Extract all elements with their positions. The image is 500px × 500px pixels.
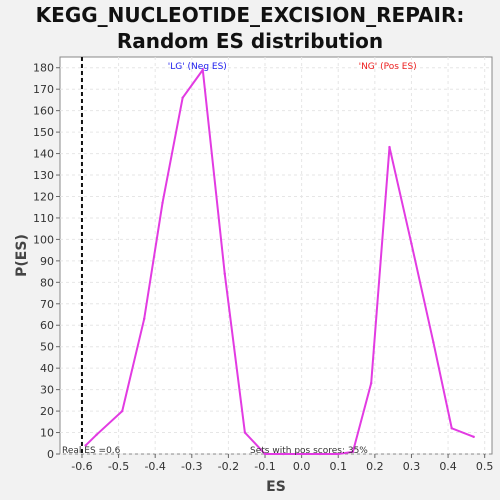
series-point bbox=[318, 452, 322, 456]
series-point bbox=[450, 427, 453, 430]
x-tick-label: 0.3 bbox=[403, 460, 421, 473]
y-tick-label: 90 bbox=[40, 255, 54, 268]
x-tick-label: 0.4 bbox=[439, 460, 457, 473]
series-point bbox=[282, 452, 285, 456]
y-tick-label: 20 bbox=[40, 405, 54, 418]
x-tick-label: 0.1 bbox=[329, 460, 347, 473]
series-point bbox=[95, 433, 98, 436]
neg-es-label: 'LG' (Neg ES) bbox=[168, 62, 227, 72]
x-tick-label: -0.5 bbox=[108, 460, 129, 473]
x-tick-label: -0.3 bbox=[181, 460, 202, 473]
y-tick-label: 30 bbox=[40, 384, 54, 397]
y-tick-label: 160 bbox=[33, 105, 54, 118]
y-tick-label: 120 bbox=[33, 190, 54, 203]
series-point bbox=[201, 68, 204, 72]
x-tick-label: 0.0 bbox=[293, 460, 311, 473]
y-tick-label: 170 bbox=[33, 83, 54, 96]
real-es-label: Real ES =0.6 bbox=[62, 446, 121, 456]
grid-lines bbox=[60, 57, 492, 455]
chart-title-line2: Random ES distribution bbox=[116, 29, 384, 53]
series-point bbox=[369, 381, 373, 385]
series-point bbox=[84, 444, 87, 447]
series-point bbox=[143, 317, 146, 321]
series-point bbox=[121, 409, 124, 413]
series-point bbox=[181, 96, 184, 99]
pos-es-label: 'NG' (Pos ES) bbox=[359, 62, 417, 72]
y-tick-label: 10 bbox=[40, 427, 54, 440]
chart-title: KEGG_NUCLEOTIDE_EXCISION_REPAIR: Random … bbox=[0, 2, 500, 54]
x-tick-label: -0.2 bbox=[218, 460, 239, 473]
y-tick-label: 0 bbox=[47, 448, 54, 461]
series-point bbox=[243, 431, 247, 434]
x-axis-ticks: -0.6 -0.5 -0.4 -0.3 -0.2 -0.1 0.0 0.1 0.2 0.3 0.4 0… bbox=[71, 454, 493, 473]
y-tick-label: 150 bbox=[33, 126, 54, 139]
series-point bbox=[410, 242, 413, 245]
x-axis-label: ES bbox=[266, 479, 286, 495]
y-tick-label: 140 bbox=[33, 148, 54, 161]
y-tick-label: 100 bbox=[33, 233, 54, 246]
series-point bbox=[388, 145, 391, 149]
chart-title-line1: KEGG_NUCLEOTIDE_EXCISION_REPAIR: bbox=[35, 3, 465, 27]
series-points bbox=[84, 68, 475, 456]
series-point bbox=[161, 201, 164, 205]
x-tick-label: 0.2 bbox=[366, 460, 384, 473]
x-tick-label: -0.6 bbox=[71, 460, 92, 473]
y-axis-ticks: 0 10 20 30 40 50 60 70 80 90 100 110 120 130 140 150 160… bbox=[33, 62, 60, 461]
x-tick-label: -0.1 bbox=[254, 460, 275, 473]
series-point bbox=[351, 450, 355, 454]
series-point bbox=[472, 435, 475, 439]
y-tick-label: 60 bbox=[40, 319, 54, 332]
plot-background bbox=[59, 56, 493, 455]
pos-scores-label: Sets with pos scores: 35% bbox=[250, 446, 368, 456]
y-tick-label: 80 bbox=[40, 276, 54, 289]
series-point bbox=[263, 452, 267, 456]
y-tick-label: 50 bbox=[40, 341, 54, 354]
series-point bbox=[432, 341, 435, 344]
y-tick-label: 70 bbox=[40, 298, 54, 311]
y-tick-label: 180 bbox=[33, 62, 54, 75]
series-point bbox=[337, 452, 340, 456]
y-tick-label: 40 bbox=[40, 362, 54, 375]
series-point bbox=[300, 452, 303, 456]
y-axis-label: P(ES) bbox=[14, 234, 30, 277]
series-point bbox=[223, 272, 226, 275]
y-tick-label: 110 bbox=[33, 212, 54, 225]
y-tick-label: 130 bbox=[33, 169, 54, 182]
x-tick-label: -0.4 bbox=[144, 460, 165, 473]
x-tick-label: 0.5 bbox=[476, 460, 494, 473]
